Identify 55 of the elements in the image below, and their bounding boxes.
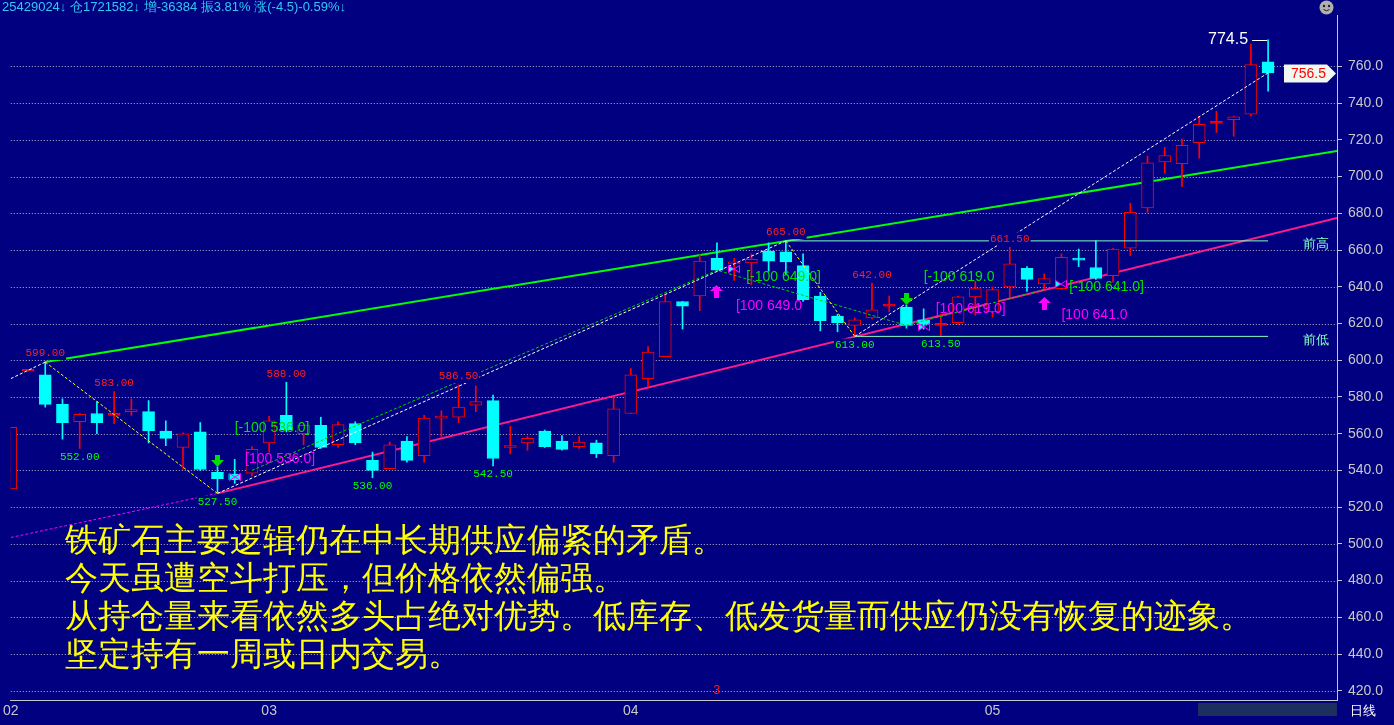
text: 日线: [1350, 703, 1376, 718]
annotation: 661.50: [989, 232, 1030, 245]
y-tick-label: 420.0: [1348, 681, 1384, 698]
y-tick-label: 560.0: [1348, 424, 1384, 441]
text: 前低: [1303, 331, 1330, 347]
annotation: 3: [713, 683, 721, 698]
y-tick-label: 660.0: [1348, 240, 1384, 257]
annotation: 642.00: [852, 268, 892, 281]
x-tick-label: 03: [261, 702, 278, 719]
y-tick-label: 680.0: [1348, 204, 1384, 221]
y-tick-label: 720.0: [1348, 130, 1384, 147]
y-tick-label: 500.0: [1348, 534, 1384, 551]
annotation: 536.00: [352, 480, 393, 493]
annotation: 542.50: [473, 468, 513, 481]
text: 前高: [1303, 236, 1330, 252]
y-tick-label: 580.0: [1348, 387, 1384, 404]
annotation: 坚定持有一周或日内交易。: [65, 634, 462, 673]
y-tick-label: 620.0: [1348, 314, 1384, 331]
candlestick: [934, 314, 948, 336]
annotation: 613.00: [834, 338, 875, 351]
x-tick-label: 05: [984, 702, 1001, 719]
annotation: 从持仓量来看依然多头占绝对优势。低库存、低发货量而供应仍没有恢复的迹象。: [65, 596, 1253, 635]
candlestick: [503, 426, 517, 455]
annotation: 583.00: [94, 376, 134, 389]
y-tick-label: 520.0: [1348, 498, 1384, 515]
y-tick-label: 760.0: [1348, 57, 1384, 74]
annotation: 665.00: [766, 226, 806, 239]
annotation: 588.00: [266, 367, 307, 380]
annotation: 铁矿石主要逻辑仍在中长期供应偏紧的矛盾。: [65, 520, 726, 559]
annotation: 599.00: [25, 347, 66, 360]
annotation: 527.50: [197, 495, 238, 508]
chart-title: 25429024↓ 仓1721582↓ 增-36384 振3.81% 涨(-4.5)-0.59%↓: [2, 0, 346, 14]
annotation: 613.50: [921, 337, 961, 350]
annotation: 774.5: [1208, 30, 1249, 48]
annotation: [100 641.0: [1061, 306, 1128, 323]
x-tick-label: 04: [623, 702, 639, 719]
y-tick-label: 480.0: [1348, 571, 1384, 588]
annotation: 今天虽遭空斗打压，但价格依然偏强。: [65, 558, 627, 597]
y-tick-label: 440.0: [1348, 644, 1384, 661]
y-tick-label: 460.0: [1348, 608, 1384, 625]
annotation: 586.50: [438, 370, 479, 383]
y-tick-label: 600.0: [1348, 351, 1384, 368]
candlestick: [73, 413, 87, 449]
annotation: 756.5: [1290, 65, 1327, 82]
y-tick-label: 700.0: [1348, 167, 1384, 184]
y-tick-label: 740.0: [1348, 94, 1384, 111]
candlestick: [107, 391, 121, 424]
y-tick-label: 540.0: [1348, 461, 1384, 478]
y-tick-label: 640.0: [1348, 277, 1384, 294]
annotation: 552.00: [59, 450, 100, 463]
annotation: [100 649.0: [735, 296, 803, 313]
candlestick: [469, 385, 483, 413]
annotation: [-100 641.0]: [1069, 277, 1144, 294]
annotation: [-100 619.0: [923, 267, 995, 284]
x-tick-label: 02: [3, 702, 19, 719]
